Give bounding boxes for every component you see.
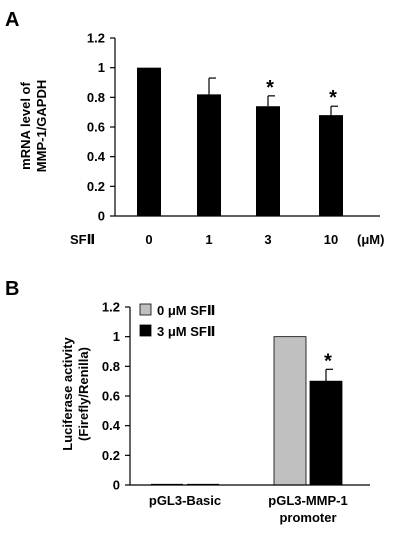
- panel-b-bar-series-0: [273, 336, 307, 486]
- panel-b-ytick-label: 0: [113, 478, 120, 493]
- panel-a-ytick-label: 1: [98, 60, 105, 75]
- panel-b-significance: *: [324, 350, 332, 372]
- panel-b-ytick-label: 1.2: [102, 300, 120, 315]
- panel-b-xtick-label: pGL3-MMP-1: [268, 493, 347, 508]
- panel-b: B Luciferase activity (Firefly/Renilla) …: [5, 278, 370, 525]
- panel-b-ytick-label: 0.8: [102, 359, 120, 374]
- panel-a: A mRNA level of MMP-1/GAPDH 0 0.2 0.4 0.6 0.…: [5, 9, 384, 247]
- panel-a-ytick-label: 0: [98, 209, 105, 224]
- panel-a-bar: [137, 67, 161, 217]
- panel-b-legend: 0 μM SFⅡ 3 μM SFⅡ: [139, 303, 215, 339]
- panel-a-significance: *: [266, 77, 274, 99]
- legend-label-0: 0 μM SFⅡ: [157, 303, 215, 318]
- panel-a-xtick-label: 0: [145, 232, 152, 247]
- panel-b-ytick-label: 0.6: [102, 389, 120, 404]
- panel-b-xtick-label: promoter: [279, 510, 336, 525]
- panel-a-xtick-label: 3: [264, 232, 271, 247]
- panel-a-x-unit: (μM): [357, 232, 384, 247]
- panel-b-ytick-label: 0.4: [102, 418, 121, 433]
- panel-b-ytick-label: 1: [113, 329, 120, 344]
- panel-a-ytick-label: 0.8: [87, 90, 105, 105]
- panel-b-bar-series-1: [309, 380, 343, 486]
- panel-a-ytick-label: 0.2: [87, 179, 105, 194]
- panel-b-ytick-label: 0.2: [102, 448, 120, 463]
- panel-a-ytick-label: 0.6: [87, 120, 105, 135]
- legend-swatch-0: [139, 303, 152, 316]
- panel-a-ylabel-line1: mRNA level of: [18, 82, 33, 170]
- legend-label-1: 3 μM SFⅡ: [157, 324, 215, 339]
- panel-a-bar: [319, 115, 343, 216]
- panel-a-xtick-label: 10: [324, 232, 338, 247]
- panel-b-ylabel-line2: (Firefly/Renilla): [76, 347, 91, 441]
- panel-a-ytick-label: 1.2: [87, 31, 105, 46]
- panel-a-significance: *: [329, 87, 337, 109]
- panel-a-bar: [197, 94, 221, 216]
- panel-a-bar: [256, 106, 280, 216]
- panel-a-ytick-label: 0.4: [87, 149, 106, 164]
- panel-b-xtick-label: pGL3-Basic: [149, 493, 221, 508]
- panel-a-label: A: [5, 9, 19, 31]
- panel-a-x-prefix: SFⅡ: [70, 232, 95, 247]
- panel-a-xtick-label: 1: [205, 232, 212, 247]
- panel-a-ylabel-line2: MMP-1/GAPDH: [34, 80, 49, 172]
- panel-b-label: B: [5, 278, 19, 300]
- panel-b-ylabel-line1: Luciferase activity: [60, 337, 75, 451]
- legend-swatch-1: [139, 324, 152, 337]
